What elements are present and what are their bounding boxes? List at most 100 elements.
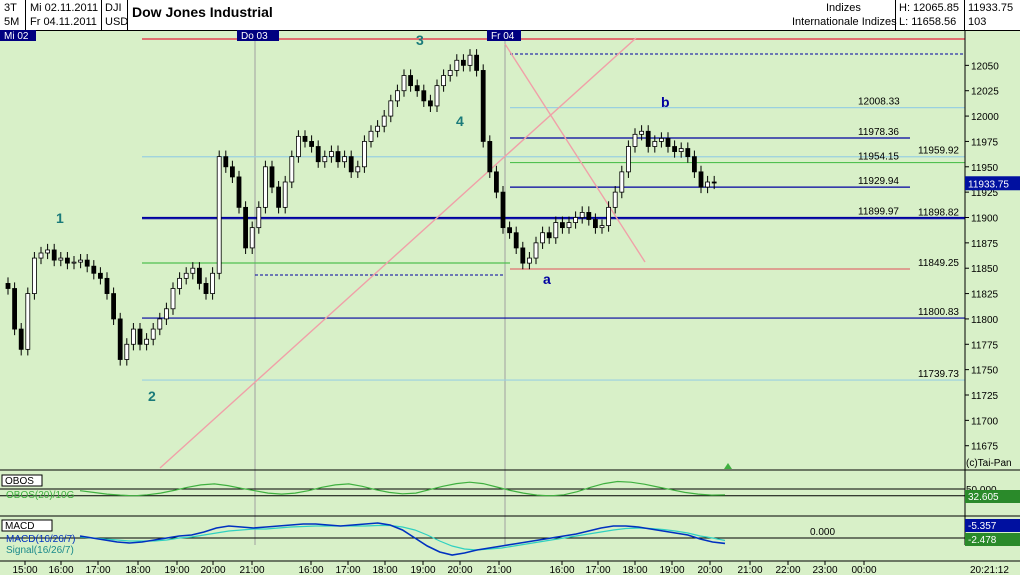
candle-body — [527, 257, 532, 264]
candle-body — [533, 242, 539, 259]
macd-value-box — [965, 519, 1020, 532]
price-tick-label: 11725 — [971, 391, 999, 402]
candle-body — [645, 130, 651, 147]
price-tick-label: 11825 — [971, 290, 999, 301]
signal-series-line — [79, 524, 726, 551]
time-tick-label: 20:00 — [447, 565, 472, 575]
candle-body — [401, 75, 407, 92]
time-tick-label: 16:00 — [549, 565, 574, 575]
clock-label: 20:21:12 — [970, 565, 1009, 575]
candle-body — [474, 54, 480, 71]
candle-body — [170, 288, 176, 310]
candle-body — [467, 54, 473, 66]
price-tick-label: 11750 — [971, 366, 999, 377]
price-tick-label: 11775 — [971, 340, 999, 351]
candle-body — [51, 249, 57, 261]
category-label: Indizes — [826, 2, 861, 14]
candle-body — [421, 90, 427, 102]
low-value: L: 11658.56 — [899, 16, 957, 28]
price-tick-label: 11975 — [971, 137, 999, 148]
chart-header: 3T 5M Mi 02.11.2011 Fr 04.11.2011 DJI US… — [0, 0, 1020, 31]
session-label: Mi 02 — [4, 31, 29, 42]
candle-body — [698, 171, 704, 188]
candle-body — [626, 146, 631, 173]
symbol: DJI — [105, 2, 122, 14]
candle-body — [183, 272, 189, 279]
candle-body — [652, 141, 658, 147]
candle-body — [685, 148, 691, 158]
candle-body — [111, 293, 116, 320]
candle-body — [322, 156, 328, 163]
obos-series-line — [79, 480, 726, 497]
obos-value-label: 32.605 — [968, 492, 999, 503]
candle-body — [282, 181, 288, 208]
time-tick-label: 19:00 — [659, 565, 684, 575]
current-price-label: 11933.75 — [968, 179, 1009, 190]
candle-body — [573, 217, 578, 223]
candle-body — [262, 166, 268, 208]
candle-body — [441, 75, 447, 87]
session-label: Do 03 — [241, 31, 268, 42]
time-tick-label: 17:00 — [585, 565, 610, 575]
candle-body — [408, 75, 414, 87]
trend-line-down — [504, 43, 646, 263]
candle-body — [328, 151, 334, 158]
time-tick-label: 18:00 — [125, 565, 150, 575]
candle-body — [348, 156, 354, 173]
header-divider — [101, 0, 102, 30]
candle-body — [137, 328, 143, 345]
candle-body — [500, 191, 506, 229]
timeframe-top[interactable]: 3T — [4, 2, 17, 14]
candle-body — [375, 125, 381, 132]
chart-canvas[interactable]: 11675 11700 11725 11750 11775 11800 11825 11850… — [0, 30, 1020, 575]
candle-body — [203, 283, 209, 294]
header-divider — [895, 0, 896, 30]
level-labels: 12008.33 11978.36 11959.92 11954.15 11929.94… — [858, 97, 959, 380]
level-label: 11898.82 — [918, 208, 959, 219]
candle-body — [672, 146, 677, 152]
level-label: 12008.33 — [858, 97, 900, 108]
time-tick-label: 23:00 — [812, 565, 837, 575]
price-tick-label: 11850 — [971, 264, 999, 275]
trend-line-up — [159, 37, 637, 469]
candle-body — [586, 212, 592, 220]
time-tick-label: 20:00 — [200, 565, 225, 575]
session-label: Fr 04 — [491, 31, 515, 42]
macd-value-label: -5.357 — [968, 521, 997, 532]
candle-body — [58, 257, 64, 261]
candle-body — [256, 206, 262, 229]
level-lines — [142, 38, 965, 381]
candle-body — [117, 318, 123, 360]
subcategory-label: Internationale Indizes — [792, 16, 897, 28]
candle-body — [124, 343, 130, 360]
timeframe-bottom[interactable]: 5M — [4, 16, 20, 28]
candle-body — [269, 166, 275, 188]
candle-body — [249, 227, 255, 249]
wave-label: b — [661, 94, 670, 110]
candle-body — [229, 166, 235, 178]
signal-value-box — [965, 533, 1020, 546]
candle-body — [711, 181, 717, 184]
level-label: 11739.73 — [918, 369, 959, 380]
time-tick-label: 16:00 — [48, 565, 73, 575]
time-tick-label: 16:00 — [298, 565, 323, 575]
price-tick-label: 12050 — [971, 61, 999, 72]
vertical-grid — [254, 30, 506, 545]
candle-body — [302, 135, 308, 142]
wave-label: 3 — [416, 32, 424, 48]
trend-lines — [159, 37, 646, 469]
candle-body — [295, 135, 301, 158]
signal-series-name: Signal(16/26/7) — [6, 545, 74, 556]
candle-body — [163, 308, 169, 320]
time-tick-label: 21:00 — [737, 565, 762, 575]
candle-body — [216, 156, 222, 274]
candle-body — [71, 261, 77, 264]
candle-body — [460, 59, 466, 66]
obos-panel-label: OBOS — [5, 476, 34, 487]
candle-body — [513, 232, 519, 249]
candle-body — [546, 232, 552, 239]
level-label: 11954.15 — [858, 152, 899, 163]
candle-body — [309, 141, 315, 147]
